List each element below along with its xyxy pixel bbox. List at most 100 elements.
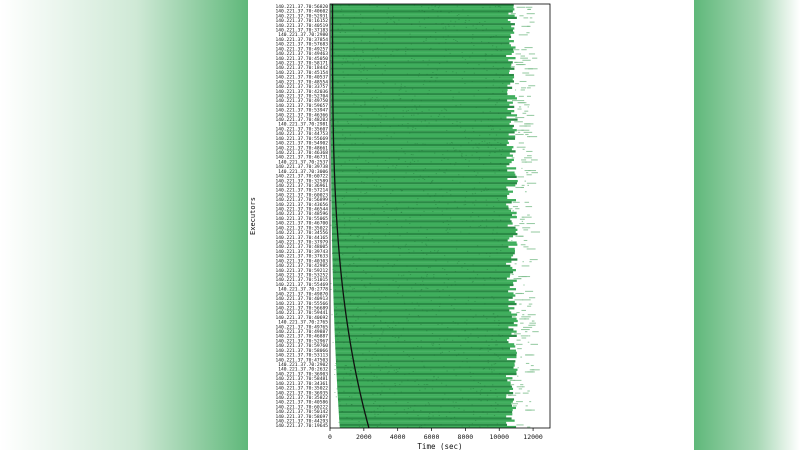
activity-speckle — [417, 346, 419, 347]
activity-speckle — [498, 86, 500, 88]
executor-activity-row — [331, 230, 516, 234]
activity-speckle — [392, 335, 394, 337]
executor-tail-segment — [532, 57, 538, 59]
activity-speckle — [471, 42, 473, 43]
activity-speckle — [416, 302, 418, 304]
activity-speckle — [354, 393, 356, 394]
activity-speckle — [485, 53, 487, 55]
activity-speckle — [391, 327, 394, 329]
activity-speckle — [379, 311, 381, 313]
activity-speckle — [420, 346, 422, 348]
activity-speckle — [463, 352, 465, 354]
executor-tail-segment — [522, 59, 531, 61]
activity-speckle — [468, 19, 470, 21]
activity-speckle — [368, 151, 371, 152]
activity-speckle — [464, 321, 466, 323]
activity-speckle — [437, 207, 439, 208]
activity-speckle — [497, 11, 500, 12]
activity-speckle — [425, 237, 427, 238]
activity-speckle — [446, 370, 448, 372]
activity-speckle — [361, 425, 364, 427]
executor-tail-segment — [522, 148, 525, 150]
activity-speckle — [438, 43, 440, 45]
activity-speckle — [341, 299, 343, 301]
executor-activity-row — [332, 262, 507, 265]
executor-label: 140.221.37.70:46700 — [275, 221, 328, 227]
activity-speckle — [459, 181, 461, 183]
activity-speckle — [487, 360, 489, 361]
activity-speckle — [411, 302, 413, 304]
activity-speckle — [356, 170, 358, 172]
activity-speckle — [419, 389, 421, 391]
activity-speckle — [470, 140, 473, 142]
executor-label: 140.221.37.70:35022 — [275, 225, 328, 231]
activity-speckle — [345, 272, 347, 274]
activity-speckle — [435, 77, 437, 79]
activity-speckle — [398, 158, 400, 160]
activity-speckle — [484, 335, 486, 337]
activity-speckle — [449, 163, 452, 165]
activity-speckle — [468, 138, 470, 140]
activity-speckle — [453, 25, 455, 27]
activity-speckle — [344, 202, 347, 204]
activity-speckle — [373, 410, 375, 412]
activity-speckle — [365, 253, 367, 254]
activity-speckle — [348, 42, 350, 44]
activity-speckle — [426, 310, 428, 312]
activity-speckle — [380, 125, 382, 127]
activity-speckle — [341, 129, 344, 131]
activity-speckle — [416, 109, 418, 110]
executor-label: 140.221.37.70:40586 — [275, 400, 328, 406]
activity-speckle — [455, 72, 458, 74]
activity-speckle — [431, 388, 434, 390]
activity-speckle — [384, 200, 386, 202]
executor-tail-segment — [519, 318, 527, 320]
executor-tail-segment — [526, 13, 535, 15]
activity-speckle — [499, 128, 501, 130]
executor-tail-segment — [525, 6, 533, 8]
executor-activity-row — [335, 349, 516, 352]
executor-label: 140.221.37.70:55065 — [275, 216, 328, 222]
executor-tail-segment — [528, 8, 531, 10]
activity-speckle — [483, 68, 485, 70]
activity-speckle — [452, 147, 455, 149]
activity-speckle — [335, 306, 337, 308]
activity-speckle — [502, 75, 504, 76]
activity-speckle — [495, 354, 497, 356]
activity-speckle — [434, 152, 436, 154]
activity-speckle — [438, 310, 440, 312]
activity-speckle — [388, 232, 391, 234]
activity-speckle — [444, 393, 446, 395]
activity-speckle — [435, 120, 437, 122]
activity-speckle — [349, 355, 352, 356]
executor-activity-row — [330, 154, 513, 157]
activity-speckle — [432, 239, 434, 240]
activity-speckle — [456, 240, 458, 242]
activity-speckle — [464, 136, 467, 138]
activity-speckle — [437, 7, 440, 9]
activity-speckle — [464, 204, 467, 205]
executor-tail-segment — [518, 388, 523, 390]
activity-speckle — [351, 325, 353, 327]
executor-label: 140.221.37.70:48596 — [275, 211, 328, 217]
activity-speckle — [464, 129, 466, 131]
activity-speckle — [347, 74, 349, 76]
activity-speckle — [356, 235, 358, 237]
activity-speckle — [406, 354, 408, 355]
activity-speckle — [398, 337, 400, 339]
activity-speckle — [356, 158, 359, 160]
x-tick-label: 6000 — [424, 433, 440, 441]
activity-speckle — [413, 250, 415, 252]
activity-speckle — [488, 368, 491, 370]
activity-speckle — [449, 52, 451, 54]
activity-speckle — [336, 112, 338, 114]
activity-speckle — [490, 125, 492, 127]
executor-label: 140.221.37.70:60023 — [275, 192, 328, 198]
activity-speckle — [397, 247, 400, 249]
activity-speckle — [344, 365, 346, 366]
executor-activity-row — [331, 175, 517, 178]
activity-speckle — [501, 347, 503, 349]
executor-tail-segment — [522, 216, 532, 218]
activity-speckle — [380, 327, 382, 329]
executor-tail-segment — [520, 384, 524, 386]
